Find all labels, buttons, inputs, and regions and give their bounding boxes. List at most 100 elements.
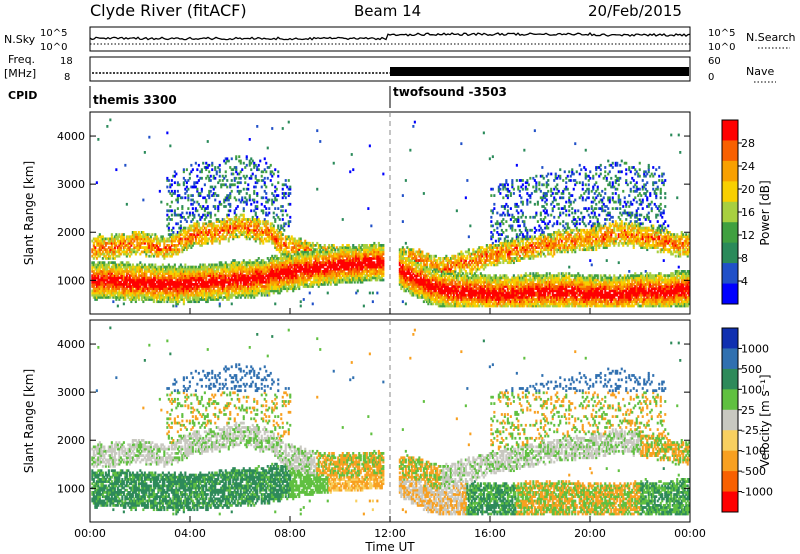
power-cell bbox=[370, 267, 373, 271]
power-cell bbox=[101, 293, 104, 297]
power-cell bbox=[328, 276, 331, 280]
power-cell bbox=[140, 287, 143, 291]
power-cell bbox=[100, 283, 103, 286]
power-cell bbox=[289, 278, 292, 282]
power-cell bbox=[289, 241, 292, 245]
power-cell bbox=[251, 159, 254, 163]
power-cell bbox=[310, 283, 313, 286]
power-cell bbox=[137, 231, 140, 234]
power-cell bbox=[233, 285, 236, 288]
power-cell bbox=[352, 263, 355, 267]
power-cell bbox=[329, 250, 332, 254]
power-cell bbox=[152, 289, 155, 293]
power-cell bbox=[356, 272, 359, 275]
power-cell bbox=[277, 237, 280, 241]
power-cell bbox=[331, 276, 334, 280]
power-cell bbox=[110, 272, 113, 275]
power-cell bbox=[418, 263, 421, 267]
power-cell bbox=[260, 278, 263, 282]
power-cell bbox=[149, 283, 152, 286]
power-cell bbox=[211, 163, 214, 167]
power-cell bbox=[289, 270, 292, 273]
power-cell bbox=[122, 237, 125, 241]
power-cell bbox=[173, 274, 176, 278]
power-cell bbox=[289, 263, 292, 267]
power-cell bbox=[130, 248, 133, 252]
power-cell bbox=[337, 270, 340, 273]
power-cell bbox=[254, 174, 257, 178]
power-cell bbox=[172, 289, 175, 293]
power-cell bbox=[151, 246, 154, 249]
power-cell bbox=[130, 296, 133, 299]
power-cell bbox=[293, 252, 296, 256]
power-cell bbox=[205, 291, 208, 295]
power-cell bbox=[253, 293, 256, 297]
power-cell bbox=[299, 276, 302, 280]
power-cell bbox=[232, 168, 235, 172]
power-cell bbox=[130, 252, 133, 256]
power-cell bbox=[167, 272, 170, 275]
power-cell bbox=[373, 241, 376, 245]
power-cell bbox=[127, 293, 130, 297]
power-cell bbox=[265, 239, 268, 243]
power-cell bbox=[344, 278, 347, 282]
power-cell bbox=[299, 304, 302, 308]
power-cell bbox=[140, 289, 143, 293]
power-cell bbox=[209, 272, 212, 275]
power-cell bbox=[166, 185, 169, 189]
power-cell bbox=[415, 278, 418, 282]
power-cell bbox=[424, 278, 427, 282]
power-cell bbox=[253, 163, 256, 167]
power-cell bbox=[292, 267, 295, 271]
power-cell bbox=[407, 276, 410, 280]
power-cell bbox=[323, 252, 326, 256]
power-cell bbox=[124, 267, 127, 271]
power-cell bbox=[326, 291, 329, 295]
power-cell bbox=[307, 257, 310, 260]
power-cell bbox=[304, 254, 307, 258]
power-cell bbox=[274, 237, 277, 241]
power-cell bbox=[127, 239, 130, 243]
power-cell bbox=[407, 267, 410, 271]
power-cell bbox=[298, 254, 301, 258]
power-cell bbox=[194, 235, 197, 239]
power-cell bbox=[94, 265, 97, 269]
power-cell bbox=[325, 267, 328, 271]
power-cell bbox=[133, 272, 136, 275]
power-cell bbox=[208, 224, 211, 228]
power-cell bbox=[109, 274, 112, 278]
power-cell bbox=[227, 278, 230, 282]
power-cell bbox=[278, 276, 281, 280]
power-cell bbox=[262, 209, 265, 213]
power-cell bbox=[287, 261, 290, 265]
power-cell bbox=[199, 192, 202, 195]
power-cell bbox=[403, 248, 406, 252]
power-cell bbox=[305, 274, 308, 278]
power-cell bbox=[409, 248, 412, 252]
power-cell bbox=[304, 276, 307, 280]
power-cell bbox=[280, 267, 283, 271]
power-cell bbox=[205, 280, 208, 284]
power-cell bbox=[422, 283, 425, 286]
power-cell bbox=[101, 272, 104, 275]
power-cell bbox=[119, 244, 122, 247]
power-cell bbox=[217, 205, 220, 208]
power-cell bbox=[149, 265, 152, 269]
power-cell bbox=[341, 263, 344, 267]
power-cell bbox=[365, 259, 368, 262]
power-cell bbox=[254, 211, 257, 215]
power-cell bbox=[257, 237, 260, 241]
power-cell bbox=[272, 287, 275, 291]
power-cell bbox=[215, 285, 218, 288]
power-cell bbox=[118, 246, 121, 249]
power-cell bbox=[97, 237, 100, 241]
power-cell bbox=[275, 263, 278, 267]
power-cell bbox=[223, 283, 226, 286]
power-cell bbox=[340, 248, 343, 252]
power-cell bbox=[253, 289, 256, 293]
power-cell bbox=[370, 248, 373, 252]
power-cell bbox=[197, 231, 200, 234]
power-cell bbox=[251, 289, 254, 293]
power-cell bbox=[254, 263, 257, 267]
power-cell bbox=[215, 239, 218, 243]
